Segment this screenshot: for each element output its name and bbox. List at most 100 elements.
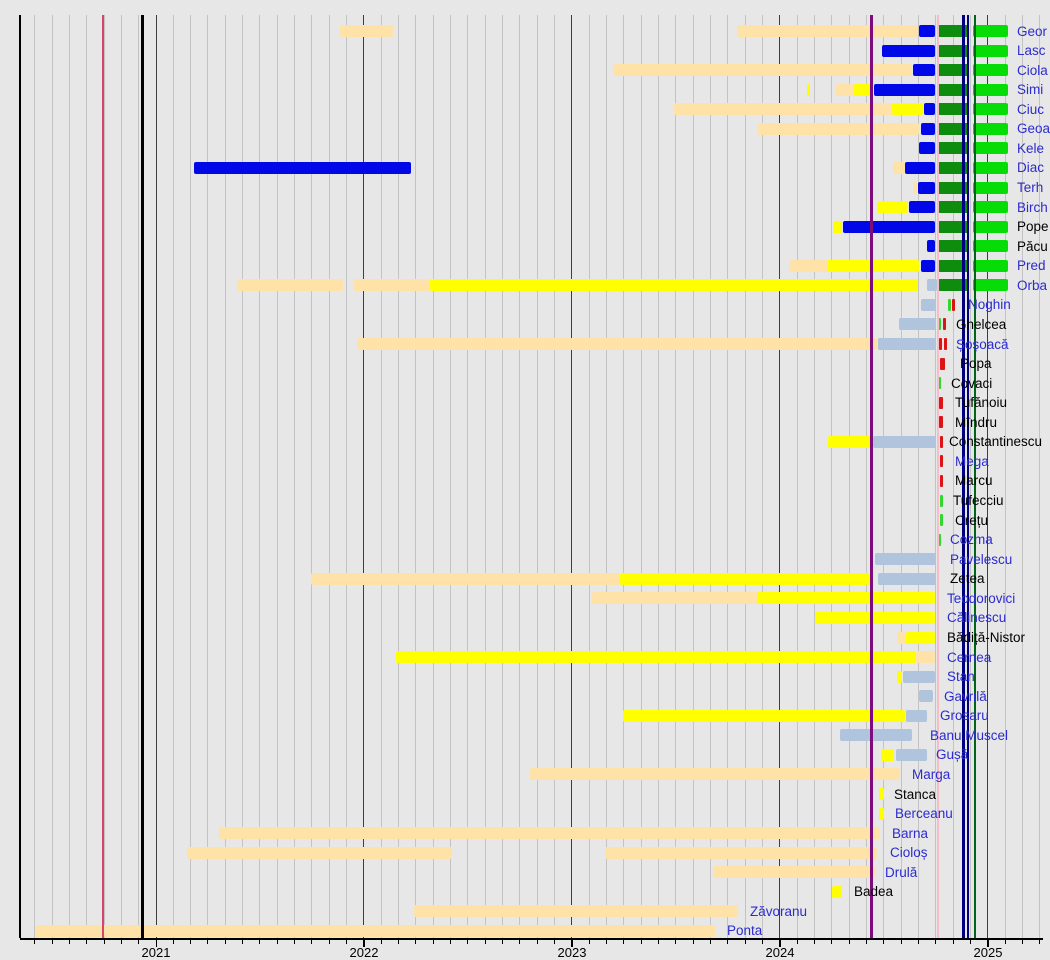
row-label-drul-[interactable]: Drulă — [885, 864, 918, 880]
row-label-stan[interactable]: Stan — [947, 669, 975, 685]
row-label-terh[interactable]: Terh — [1017, 180, 1044, 196]
row-label-gavril-[interactable]: Gavrilă — [944, 688, 987, 704]
row-label-gu-[interactable]: Gușă — [936, 747, 969, 763]
timeline-bar — [938, 83, 969, 96]
timeline-bar — [832, 885, 842, 898]
month-gridline — [866, 15, 868, 938]
month-gridline — [814, 15, 816, 938]
month-gridline — [536, 15, 538, 938]
timeline-bar — [194, 161, 411, 174]
row-label-marga[interactable]: Marga — [912, 766, 951, 782]
timeline-bar — [921, 122, 935, 135]
timeline-bar — [530, 768, 900, 781]
row-label-noghin[interactable]: Noghin — [968, 297, 1011, 313]
month-gridline — [1022, 15, 1024, 938]
timeline-bar — [973, 103, 1008, 116]
row-label-constantinescu: Constantinescu — [949, 434, 1043, 450]
rejected-mark — [940, 357, 945, 370]
timeline-bar — [906, 709, 927, 722]
month-gridline — [1039, 15, 1041, 938]
minor-tick — [970, 939, 972, 944]
row-label-ciolo-[interactable]: Cioloș — [890, 845, 928, 861]
row-label-teodorovici[interactable]: Teodorovici — [947, 590, 1016, 606]
rejected-mark — [952, 298, 955, 311]
year-gridline — [363, 15, 365, 938]
row-label-kele[interactable]: Kele — [1017, 140, 1045, 156]
minor-tick — [51, 939, 53, 944]
timeline-bar — [357, 338, 877, 351]
row-label-ghelcea: Ghelcea — [956, 316, 1007, 332]
timeline-bar — [879, 788, 884, 801]
month-gridline — [935, 15, 937, 938]
month-gridline — [484, 15, 486, 938]
timeline-bar — [973, 240, 1008, 253]
withdrawn-mark — [938, 318, 941, 331]
rejected-mark — [939, 396, 943, 409]
minor-tick — [242, 939, 244, 944]
row-label-geor[interactable]: Geor — [1017, 23, 1048, 39]
month-gridline — [328, 15, 330, 938]
minor-tick — [623, 939, 625, 944]
row-label-tuf-noiu: Tufănoiu — [955, 395, 1008, 411]
timeline-bar — [674, 103, 892, 116]
month-gridline — [242, 15, 244, 938]
row-label-barna[interactable]: Barna — [892, 825, 929, 841]
navy-line-1 — [962, 15, 965, 938]
timeline-bar — [614, 64, 912, 77]
timeline-bar — [828, 435, 872, 448]
timeline-bar — [899, 318, 936, 331]
month-gridline — [519, 15, 521, 938]
pink-late-2024-line — [936, 15, 939, 938]
row-label-z-voranu[interactable]: Zăvoranu — [750, 903, 808, 919]
row-label-orba[interactable]: Orba — [1017, 277, 1048, 293]
timeline-bar — [938, 279, 969, 292]
row-label-birch[interactable]: Birch — [1017, 199, 1048, 215]
timeline-bar — [354, 279, 430, 292]
timeline-bar — [938, 64, 969, 77]
minor-tick — [640, 939, 642, 944]
timeline-bar — [340, 25, 393, 37]
row-label-simi[interactable]: Simi — [1017, 82, 1044, 98]
timeline-bar — [913, 64, 935, 77]
row-label-pavelescu[interactable]: Pavelescu — [950, 551, 1013, 567]
timeline-bar — [921, 298, 936, 311]
month-gridline — [502, 15, 504, 938]
row-label-berceanu[interactable]: Berceanu — [895, 806, 953, 822]
timeline-bar — [918, 181, 935, 194]
month-gridline — [276, 15, 278, 938]
row-label-diac[interactable]: Diac — [1017, 160, 1045, 176]
row-label-c-linescu[interactable]: Călinescu — [947, 610, 1007, 626]
timeline-bar — [973, 25, 1008, 37]
timeline-bar — [973, 44, 1008, 57]
row-label-ponta[interactable]: Ponta — [727, 923, 763, 939]
row-label-mega[interactable]: Mega — [955, 453, 989, 469]
row-label-cozma[interactable]: Cozma — [950, 532, 993, 548]
year-label-2025: 2025 — [973, 945, 1003, 960]
row-label-banu-muscel[interactable]: Banu Muscel — [930, 727, 1009, 743]
row-label-pred[interactable]: Pred — [1017, 258, 1046, 274]
timeline-bar — [973, 142, 1008, 155]
row-label-lasc[interactable]: Lasc — [1017, 43, 1046, 59]
timeline-bar — [919, 690, 933, 703]
timeline-bar — [905, 161, 935, 174]
minor-tick — [432, 939, 434, 944]
timeline-bar — [881, 748, 894, 761]
month-gridline — [311, 15, 313, 938]
minor-tick — [952, 939, 954, 944]
row-label--o-oac-[interactable]: Șoșoacă — [956, 336, 1009, 352]
timeline-bar — [592, 592, 757, 605]
withdrawn-mark — [938, 377, 941, 390]
timeline-bar — [896, 748, 927, 761]
month-gridline — [34, 15, 36, 938]
minor-tick — [1022, 939, 1024, 944]
row-label-ciola[interactable]: Ciola — [1017, 62, 1048, 78]
row-label-geoa[interactable]: Geoa — [1017, 121, 1050, 137]
timeline-bar — [927, 240, 935, 253]
month-gridline — [190, 15, 192, 938]
month-gridline — [606, 15, 608, 938]
row-label-cernea[interactable]: Cernea — [947, 649, 992, 665]
minor-tick — [900, 939, 902, 944]
row-label-ciuc[interactable]: Ciuc — [1017, 101, 1045, 117]
rejected-mark — [943, 318, 946, 331]
row-label-grosaru[interactable]: Grosaru — [940, 708, 989, 724]
